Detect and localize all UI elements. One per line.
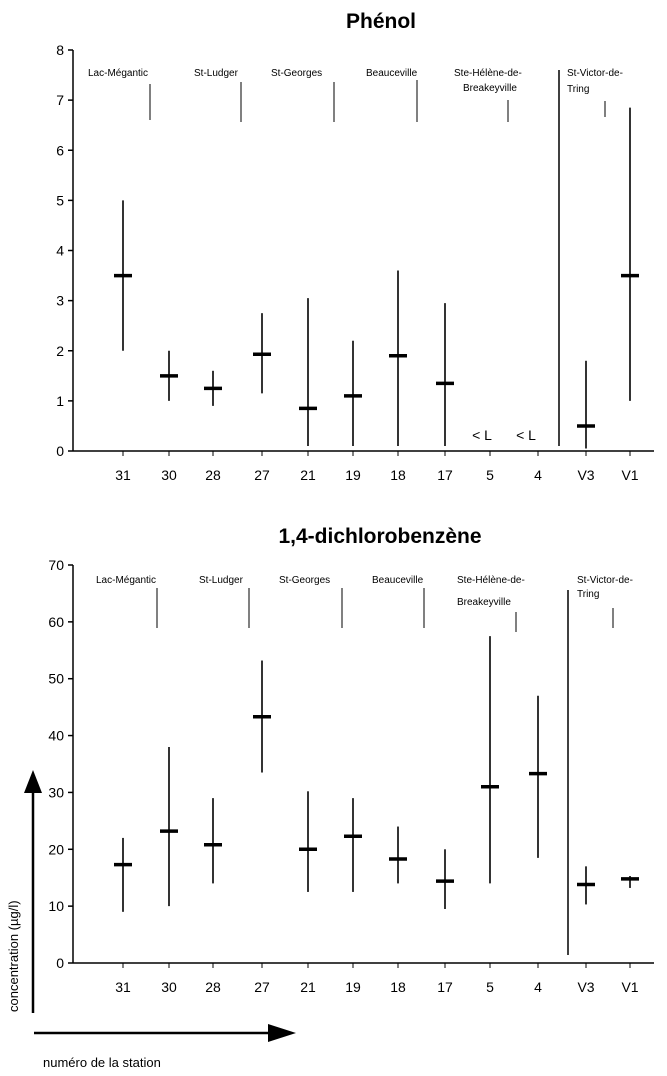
station-label-ste-helene: Ste-Hélène-de- [457, 575, 525, 586]
x-tick-label: 30 [161, 979, 177, 995]
station-labels: Lac-Mégantic St-Ludger St-Georges Beauce… [96, 575, 633, 632]
y-tick-label: 0 [56, 955, 64, 971]
y-axis-label: concentration (µg/l) [6, 900, 21, 1012]
x-tick-label: 17 [437, 467, 453, 483]
y-tick-label: 4 [56, 243, 64, 259]
station-label-breakeyville: Breakeyville [457, 597, 511, 608]
x-tick-label: 19 [345, 467, 361, 483]
x-tick-label: 31 [115, 467, 131, 483]
station-labels: Lac-Mégantic St-Ludger St-Georges Beauce… [88, 68, 623, 122]
x-tick-label: 31 [115, 979, 131, 995]
x-tick-label: 18 [390, 979, 406, 995]
annotation-below-limit: < L [516, 427, 536, 443]
x-tick-label: V1 [621, 979, 638, 995]
x-tick-label: 5 [486, 467, 494, 483]
y-tick-label: 40 [48, 728, 64, 744]
x-axis-label: numéro de la station [43, 1055, 161, 1070]
station-label-st-georges: St-Georges [279, 575, 330, 586]
x-tick-label: 5 [486, 979, 494, 995]
chart-dichlorobenzene: 1,4-dichlorobenzène 0 10 20 30 40 50 60 70 31 30… [48, 525, 654, 995]
station-label-beauceville: Beauceville [372, 575, 424, 586]
y-arrow-head [24, 770, 42, 793]
x-tick-label: 4 [534, 467, 542, 483]
y-tick-label: 70 [48, 557, 64, 573]
station-label-st-victor: St-Victor-de- [577, 575, 633, 586]
y-tick-label: 2 [56, 343, 64, 359]
station-label-beauceville: Beauceville [366, 68, 418, 79]
station-label-st-georges: St-Georges [271, 68, 322, 79]
x-tick-label: 19 [345, 979, 361, 995]
annotation-below-limit: < L [472, 427, 492, 443]
x-tick-label: 17 [437, 979, 453, 995]
y-tick-label: 30 [48, 784, 64, 800]
x-tick-label: V3 [577, 467, 594, 483]
axis-legend: concentration (µg/l) numéro de la statio… [6, 770, 296, 1070]
y-tick-label: 20 [48, 841, 64, 857]
station-label-tring: Tring [567, 84, 589, 95]
x-tick-label: 4 [534, 979, 542, 995]
chart-title-dichlorobenzene: 1,4-dichlorobenzène [278, 525, 481, 548]
y-tick-label: 10 [48, 898, 64, 914]
x-arrow-head [268, 1024, 296, 1042]
station-label-lac-megantic: Lac-Mégantic [88, 68, 148, 79]
x-tick-label: 28 [205, 979, 221, 995]
y-tick-label: 50 [48, 671, 64, 687]
x-tick-label: 27 [254, 979, 270, 995]
station-label-lac-megantic: Lac-Mégantic [96, 575, 156, 586]
y-tick-label: 8 [56, 42, 64, 58]
y-tick-label: 6 [56, 142, 64, 158]
x-tick-label: 18 [390, 467, 406, 483]
y-tick-label: 7 [56, 92, 64, 108]
x-tick-label: 30 [161, 467, 177, 483]
station-label-st-ludger: St-Ludger [194, 68, 239, 79]
x-tick-label: 21 [300, 979, 316, 995]
y-tick-label: 60 [48, 614, 64, 630]
x-tick-label: 21 [300, 467, 316, 483]
station-label-ste-helene: Ste-Hélène-de- [454, 68, 522, 79]
station-label-tring: Tring [577, 589, 599, 600]
station-label-breakeyville: Breakeyville [463, 83, 517, 94]
y-tick-label: 0 [56, 443, 64, 459]
x-tick-label: 27 [254, 467, 270, 483]
station-label-st-victor: St-Victor-de- [567, 68, 623, 79]
y-tick-label: 5 [56, 192, 64, 208]
x-tick-label: V3 [577, 979, 594, 995]
station-label-st-ludger: St-Ludger [199, 575, 244, 586]
x-tick-label: V1 [621, 467, 638, 483]
chart-title-phenol: Phénol [346, 10, 416, 33]
y-tick-label: 1 [56, 393, 64, 409]
x-tick-label: 28 [205, 467, 221, 483]
y-tick-label: 3 [56, 293, 64, 309]
